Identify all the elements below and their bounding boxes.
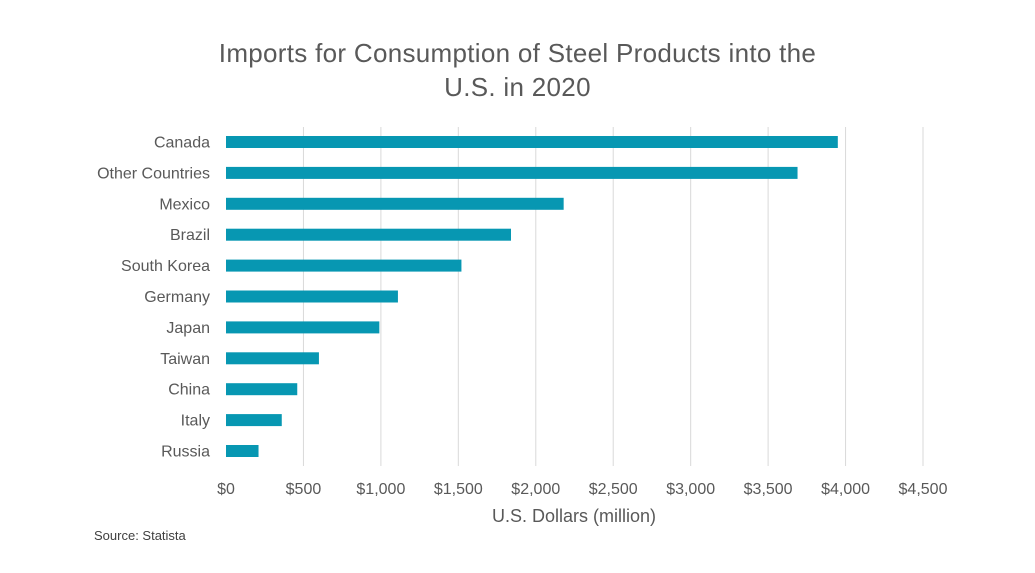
- x-tick-label: $500: [286, 481, 322, 498]
- category-label: Germany: [144, 289, 210, 306]
- x-tick-label: $3,000: [666, 481, 715, 498]
- bar: [226, 259, 462, 272]
- bar: [226, 352, 319, 365]
- x-tick-label: $1,500: [434, 481, 483, 498]
- category-labels: Canada Other Countries Mexico Brazil South K…: [97, 135, 210, 461]
- x-tick-label: $2,500: [589, 481, 638, 498]
- bar: [226, 321, 380, 334]
- bar: [226, 228, 511, 241]
- chart-title-line-2: U.S. in 2020: [444, 72, 591, 102]
- x-axis-title: U.S. Dollars (million): [492, 506, 656, 526]
- category-label: China: [168, 382, 210, 399]
- category-label: Russia: [161, 444, 210, 461]
- x-tick-label: $4,000: [821, 481, 870, 498]
- source-note: Source: Statista: [94, 528, 186, 543]
- chart-title-line-1: Imports for Consumption of Steel Product…: [218, 38, 817, 68]
- x-tick-label: $3,500: [744, 481, 793, 498]
- category-label: Brazil: [170, 227, 210, 244]
- bars: [226, 136, 838, 457]
- category-label: Italy: [181, 413, 210, 430]
- chart-title: Imports for Consumption of Steel Product…: [0, 36, 1035, 104]
- x-tick-label: $2,000: [511, 481, 560, 498]
- bar: [226, 290, 398, 303]
- bar: [226, 445, 259, 457]
- x-tick-label: $0: [217, 481, 235, 498]
- category-label: Taiwan: [160, 351, 210, 368]
- bar: [226, 383, 298, 396]
- category-label: Other Countries: [97, 165, 210, 182]
- x-tick-label: $1,000: [356, 481, 405, 498]
- bar: [226, 166, 798, 179]
- bar: [226, 414, 282, 427]
- category-label: Japan: [166, 320, 210, 337]
- bar: [226, 197, 564, 210]
- category-label: Canada: [154, 135, 210, 152]
- x-tick-labels: $0 $500 $1,000 $1,500 $2,000 $2,500 $3,000 $3,5…: [217, 481, 947, 498]
- bar: [226, 136, 838, 148]
- gridlines: [302, 127, 924, 466]
- category-label: Mexico: [159, 196, 210, 213]
- category-label: South Korea: [121, 258, 210, 275]
- x-tick-label: $4,500: [899, 481, 948, 498]
